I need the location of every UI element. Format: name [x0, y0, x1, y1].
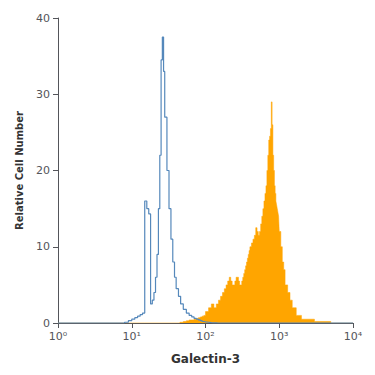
svg-text:10⁴: 10⁴ [344, 330, 363, 343]
svg-text:30: 30 [36, 88, 50, 101]
svg-text:Relative Cell Number: Relative Cell Number [14, 111, 25, 230]
svg-text:10²: 10² [196, 330, 214, 343]
svg-text:10: 10 [36, 240, 50, 253]
svg-text:0: 0 [43, 317, 50, 330]
svg-text:40: 40 [36, 12, 50, 25]
svg-text:10³: 10³ [270, 330, 288, 343]
svg-text:Galectin-3: Galectin-3 [171, 352, 240, 366]
svg-text:10⁰: 10⁰ [49, 330, 68, 343]
svg-text:10¹: 10¹ [123, 330, 141, 343]
svg-text:20: 20 [36, 164, 50, 177]
